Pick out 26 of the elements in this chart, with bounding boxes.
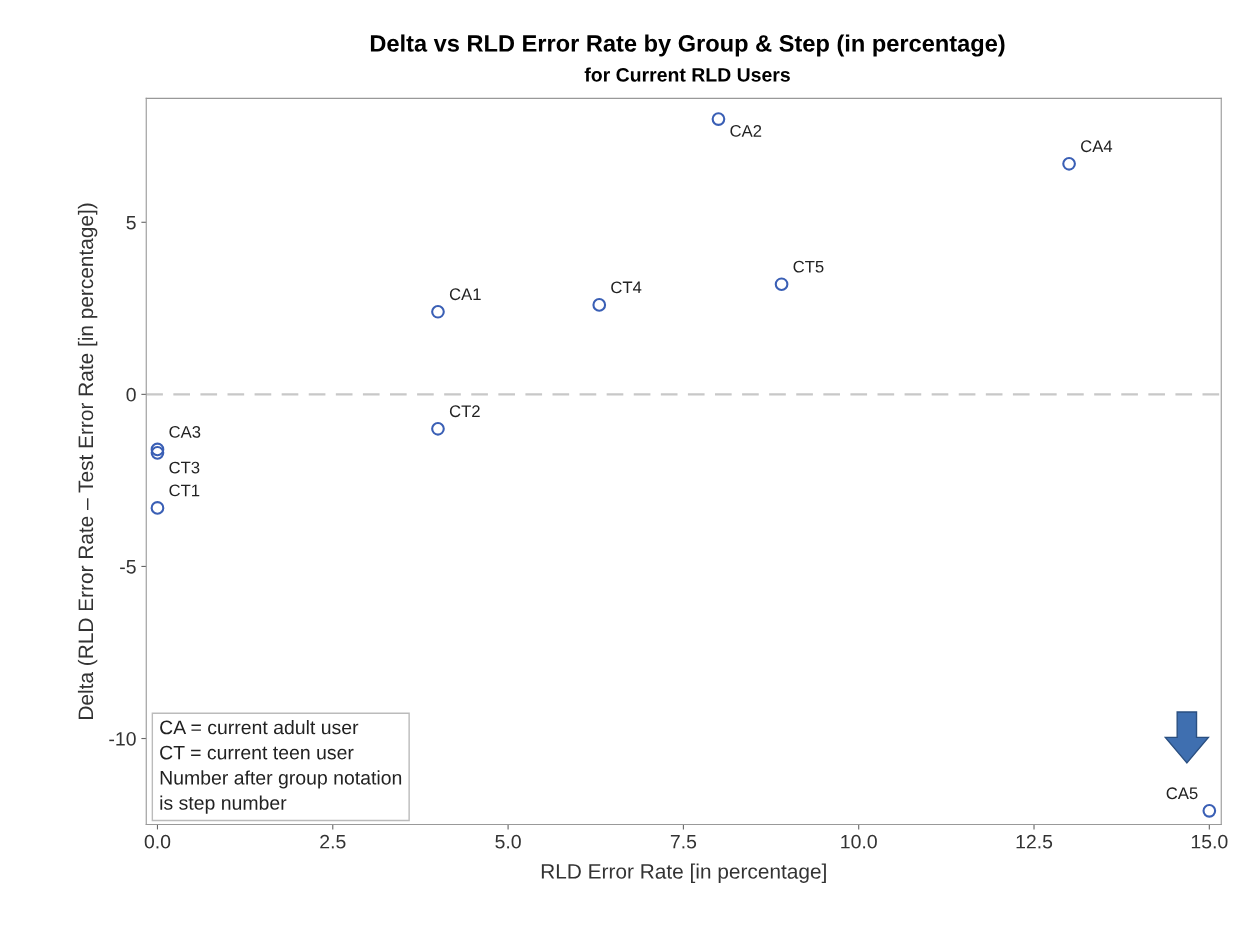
annotation: CA3 (169, 426, 201, 438)
annotation: CT3 (169, 461, 200, 474)
x-tick-label: 5.0 (495, 834, 521, 849)
x-axis-title: RLD Error Rate [in percentage] (541, 863, 826, 883)
annotation: CA2 (730, 125, 762, 137)
x-tick-label: 2.5 (320, 834, 346, 849)
y-tick-label: -10 (109, 731, 136, 746)
annotation: CT5 (793, 260, 824, 273)
annotation: CA1 (449, 288, 481, 301)
x-tick-label: 0.0 (144, 834, 171, 849)
annotation: CA5 (1166, 787, 1198, 800)
annotation: CT1 (169, 484, 200, 497)
y-tick-label: -5 (120, 560, 136, 574)
annotation: CA = current adult user CT = current teen user Number after group notation is step number (160, 720, 402, 814)
y-axis-title: Delta (RLD Error Rate – Test Error Rate [in percentage]) (77, 203, 98, 719)
annotation: CT2 (449, 405, 480, 418)
y-tick-label: 0 (126, 387, 136, 402)
y-tick-label: 5 (126, 215, 136, 230)
x-tick-label: 10.0 (841, 834, 877, 849)
annotation: CT4 (611, 281, 642, 294)
annotation: CA4 (1081, 140, 1113, 153)
chart-subtitle: for Current RLD Users (584, 67, 790, 82)
x-tick-label: 7.5 (670, 835, 697, 849)
chart-title: Delta vs RLD Error Rate by Group & Step (in percentage) (370, 34, 1005, 57)
x-tick-label: 12.5 (1016, 834, 1053, 849)
x-tick-label: 15.0 (1191, 834, 1228, 849)
